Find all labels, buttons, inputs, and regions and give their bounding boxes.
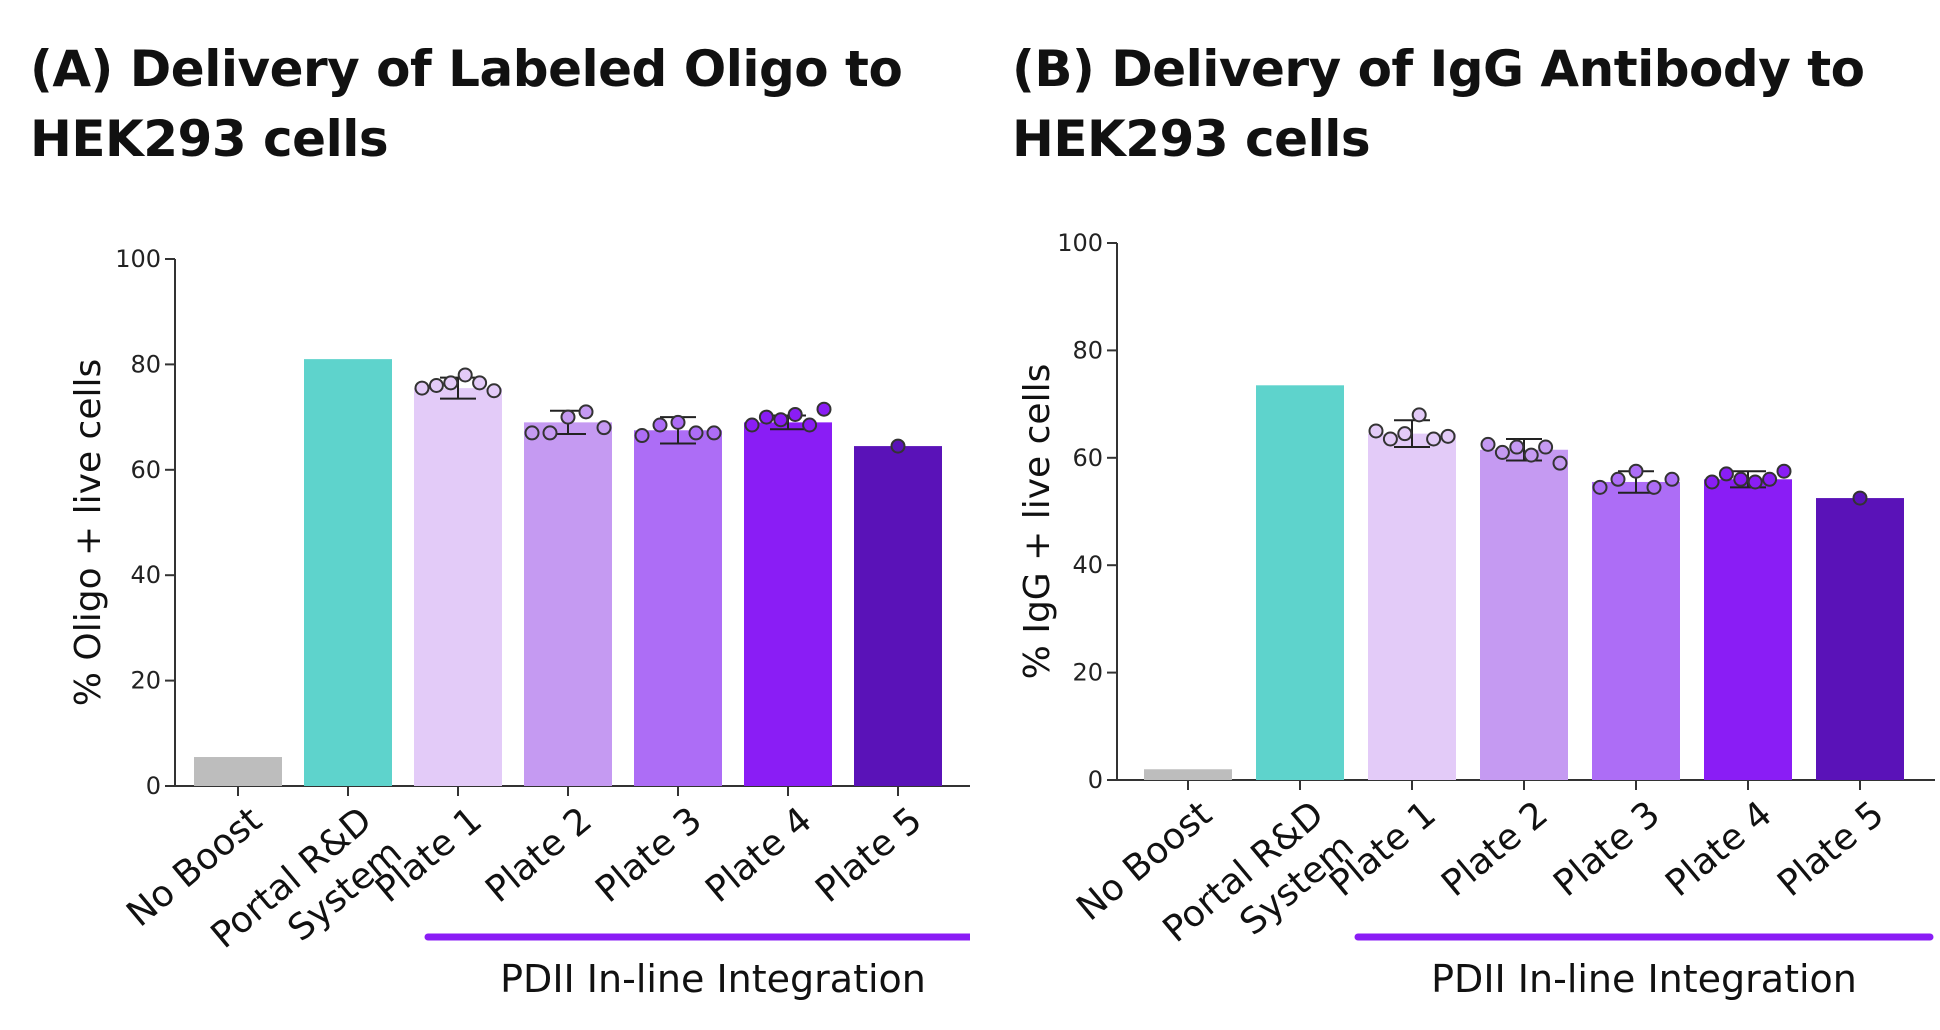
bar-plate-2 bbox=[524, 422, 612, 786]
bar-portal-r-d-system bbox=[1256, 385, 1344, 780]
replicate-point bbox=[1610, 471, 1626, 487]
replicate-point bbox=[1368, 423, 1384, 439]
y-tick-label: 20 bbox=[1072, 659, 1103, 687]
x-tick-label-plate-3: Plate 3 bbox=[1546, 793, 1668, 904]
panel-b-title-line-2: HEK293 cells bbox=[1012, 110, 1371, 168]
y-axis-label: % IgG + live cells bbox=[1017, 364, 1058, 680]
replicate-point bbox=[1509, 439, 1525, 455]
replicate-point bbox=[1382, 431, 1398, 447]
replicate-point bbox=[560, 409, 576, 425]
y-tick-label: 40 bbox=[1072, 551, 1103, 579]
replicate-point bbox=[1733, 471, 1749, 487]
replicate-point bbox=[486, 383, 502, 399]
replicate-point bbox=[688, 425, 704, 441]
replicate-point bbox=[787, 406, 803, 422]
replicate-point bbox=[1704, 474, 1720, 490]
replicate-point bbox=[1747, 474, 1763, 490]
y-tick-label: 80 bbox=[130, 350, 161, 378]
replicate-point bbox=[1494, 444, 1510, 460]
replicate-point bbox=[1426, 431, 1442, 447]
y-tick-label: 100 bbox=[1057, 229, 1103, 257]
y-tick-label: 60 bbox=[1072, 444, 1103, 472]
panel-b-title-line-1: (B) Delivery of IgG Antibody to bbox=[1012, 40, 1865, 98]
replicate-point bbox=[457, 367, 473, 383]
replicate-point bbox=[1718, 466, 1734, 482]
y-axis-label: % Oligo + live cells bbox=[68, 359, 109, 707]
panel-a-title: (A) Delivery of Labeled Oligo to HEK293 … bbox=[30, 34, 903, 174]
x-tick-label-plate-2: Plate 2 bbox=[1434, 793, 1556, 904]
bar-portal-r-d-system bbox=[304, 359, 392, 786]
panel-a-title-line-1: (A) Delivery of Labeled Oligo to bbox=[30, 40, 903, 98]
bar-plate-2 bbox=[1480, 449, 1568, 780]
replicate-point bbox=[1776, 463, 1792, 479]
bar-plate-1 bbox=[1368, 433, 1456, 780]
y-tick-label: 40 bbox=[130, 561, 161, 589]
replicate-point bbox=[890, 438, 906, 454]
replicate-point bbox=[1852, 490, 1868, 506]
bar-plate-4 bbox=[1704, 479, 1792, 780]
replicate-point bbox=[634, 428, 650, 444]
x-tick-label-plate-2: Plate 2 bbox=[478, 799, 600, 910]
group-label: PDII In-line Integration bbox=[500, 957, 926, 1001]
replicate-point bbox=[652, 417, 668, 433]
replicate-point bbox=[1628, 463, 1644, 479]
replicate-point bbox=[758, 409, 774, 425]
panel-a-title-line-2: HEK293 cells bbox=[30, 110, 389, 168]
replicate-point bbox=[1538, 439, 1554, 455]
replicate-point bbox=[1552, 455, 1568, 471]
replicate-point bbox=[578, 404, 594, 420]
replicate-point bbox=[472, 375, 488, 391]
replicate-point bbox=[1646, 479, 1662, 495]
replicate-point bbox=[744, 417, 760, 433]
x-tick-label-plate-4: Plate 4 bbox=[1658, 793, 1780, 904]
bar-plate-1 bbox=[414, 388, 502, 786]
y-tick-label: 20 bbox=[130, 667, 161, 695]
replicate-point bbox=[524, 425, 540, 441]
replicate-point bbox=[1397, 426, 1413, 442]
replicate-point bbox=[1664, 471, 1680, 487]
x-tick-label-plate-3: Plate 3 bbox=[588, 799, 710, 910]
replicate-point bbox=[1592, 479, 1608, 495]
replicate-point bbox=[802, 417, 818, 433]
replicate-point bbox=[542, 425, 558, 441]
replicate-point bbox=[1440, 428, 1456, 444]
group-label: PDII In-line Integration bbox=[1431, 957, 1857, 1001]
y-tick-label: 0 bbox=[146, 772, 161, 800]
replicate-point bbox=[1480, 436, 1496, 452]
bar-no-boost bbox=[1144, 769, 1232, 780]
y-tick-label: 0 bbox=[1088, 766, 1103, 794]
bar-plate-5 bbox=[1816, 498, 1904, 780]
bar-plate-3 bbox=[1592, 481, 1680, 780]
bar-plate-3 bbox=[634, 430, 722, 786]
replicate-point bbox=[428, 377, 444, 393]
bar-plate-5 bbox=[854, 446, 942, 786]
replicate-point bbox=[816, 401, 832, 417]
y-tick-label: 100 bbox=[115, 245, 161, 273]
replicate-point bbox=[414, 380, 430, 396]
replicate-point bbox=[670, 414, 686, 430]
x-tick-label-plate-5: Plate 5 bbox=[808, 799, 930, 910]
bar-plate-4 bbox=[744, 422, 832, 786]
replicate-point bbox=[773, 412, 789, 428]
panel-b-title: (B) Delivery of IgG Antibody to HEK293 c… bbox=[1012, 34, 1865, 174]
replicate-point bbox=[1523, 447, 1539, 463]
replicate-point bbox=[706, 425, 722, 441]
replicate-point bbox=[1411, 407, 1427, 423]
y-tick-label: 80 bbox=[1072, 336, 1103, 364]
y-tick-label: 60 bbox=[130, 456, 161, 484]
replicate-point bbox=[443, 375, 459, 391]
replicate-point bbox=[1762, 471, 1778, 487]
x-tick-label-plate-4: Plate 4 bbox=[698, 799, 820, 910]
x-tick-label-plate-5: Plate 5 bbox=[1770, 793, 1892, 904]
bar-no-boost bbox=[194, 757, 282, 786]
replicate-point bbox=[596, 420, 612, 436]
